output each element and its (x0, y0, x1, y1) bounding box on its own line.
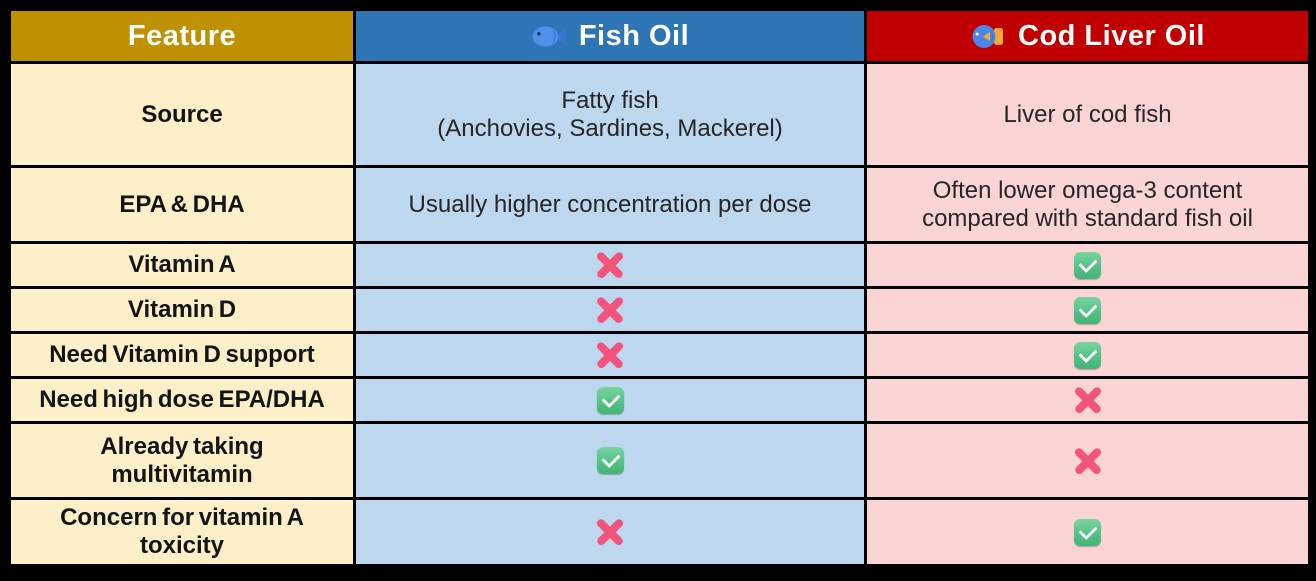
tropical-fish-icon (972, 24, 1003, 48)
feature-cell: Vitamin A (8, 241, 356, 289)
check-icon (596, 386, 624, 414)
cod-liver-oil-cell (864, 331, 1311, 379)
cross-icon (593, 338, 627, 372)
fish-oil-cell: Fatty fish (Anchovies, Sardines, Mackere… (353, 61, 867, 168)
feature-cell: Need high dose EPA/DHA (8, 376, 356, 424)
feature-cell: Concern for vitamin A toxicity (8, 497, 356, 567)
fish-oil-cell (353, 331, 867, 379)
cod-liver-oil-cell (864, 241, 1311, 289)
cross-icon (593, 293, 627, 327)
fish-icon (532, 26, 566, 46)
cod-liver-oil-cell (864, 497, 1311, 567)
feature-cell: Need Vitamin D support (8, 331, 356, 379)
check-icon (1074, 341, 1101, 369)
header-fish-oil: Fish Oil (353, 8, 867, 64)
cross-icon (593, 248, 627, 282)
table-row: Vitamin D (8, 286, 1311, 334)
table-row: EPA & DHA Usually higher concentration pe… (8, 165, 1311, 244)
table-row: Need Vitamin D support (8, 331, 1311, 379)
header-fish-oil-label: Fish Oil (578, 19, 690, 52)
table-row: Concern for vitamin A toxicity (8, 497, 1311, 567)
comparison-table: Feature Fish Oil (8, 8, 1311, 567)
cod-liver-oil-cell: Liver of cod fish (864, 61, 1311, 168)
feature-cell: Vitamin D (8, 286, 356, 334)
table-row: Need high dose EPA/DHA (8, 376, 1311, 424)
fish-oil-cell (353, 497, 867, 567)
cross-icon (1071, 383, 1105, 417)
table-row: Vitamin A (8, 241, 1311, 289)
fish-oil-cell (353, 286, 867, 334)
check-icon (1074, 296, 1101, 324)
header-cod-liver-oil: Cod Liver Oil (864, 8, 1311, 64)
table-row: Source Fatty fish (Anchovies, Sardines, M… (8, 61, 1311, 168)
cross-icon (593, 515, 627, 549)
fish-oil-cell (353, 241, 867, 289)
cross-icon (1071, 444, 1105, 478)
feature-cell: Source (8, 61, 356, 168)
fish-oil-cell: Usually higher concentration per dose (353, 165, 867, 244)
header-feature: Feature (8, 8, 356, 64)
header-row: Feature Fish Oil (8, 8, 1311, 64)
check-icon (596, 447, 624, 474)
header-cod-liver-oil-label: Cod Liver Oil (1018, 19, 1205, 52)
feature-cell: EPA & DHA (8, 165, 356, 244)
table-row: Already taking multivitamin (8, 421, 1311, 500)
cod-liver-oil-cell (864, 421, 1311, 500)
fish-oil-cell (353, 421, 867, 500)
cod-liver-oil-cell (864, 286, 1311, 334)
cod-liver-oil-cell (864, 376, 1311, 424)
check-icon (1074, 251, 1101, 279)
cod-liver-oil-cell: Often lower omega-3 content compared wit… (864, 165, 1311, 244)
header-feature-label: Feature (127, 19, 237, 52)
fish-oil-cell (353, 376, 867, 424)
feature-cell: Already taking multivitamin (8, 421, 356, 500)
check-icon (1074, 518, 1101, 546)
